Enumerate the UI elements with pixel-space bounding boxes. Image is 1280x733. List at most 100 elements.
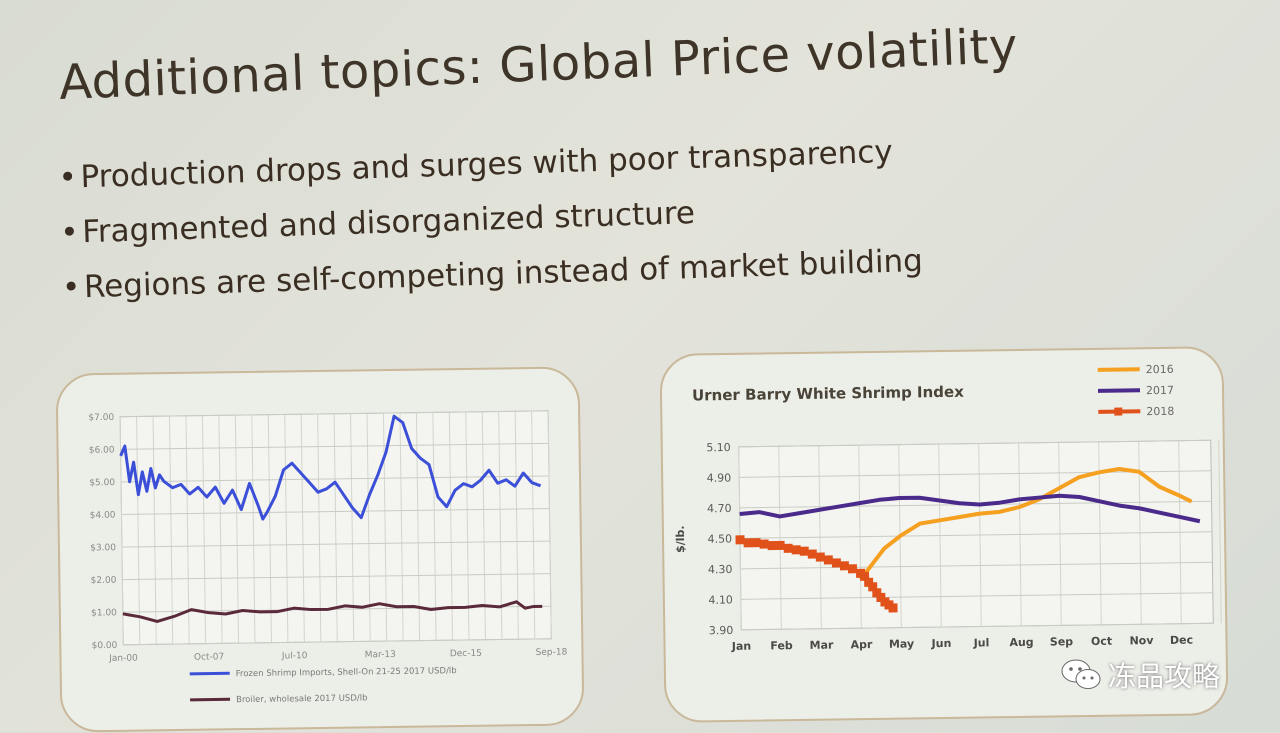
legend-label: Frozen Shrimp Imports, Shell-On 21-25 20… xyxy=(236,666,457,679)
shrimp-vs-broiler-chart-panel: $7.00 $6.00 $5.00 $4.00 $3.00 $2.00 $1.00 $0.00… xyxy=(55,366,585,733)
y-tick-label: 3.90 xyxy=(709,624,734,637)
x-tick-label: Feb xyxy=(770,639,793,652)
gridline-v xyxy=(382,413,388,642)
gridline-v xyxy=(333,413,338,642)
gridline-v xyxy=(399,412,404,641)
series-2018-marker xyxy=(823,555,833,565)
series-2018-marker xyxy=(799,546,809,556)
x-tick-label: May xyxy=(889,637,914,650)
watermark: 冻品攻略 xyxy=(1060,655,1220,695)
y-axis-label: $/lb. xyxy=(674,525,687,553)
x-tick-label: Dec xyxy=(1170,634,1193,647)
shrimp-vs-broiler-chart: $7.00 $6.00 $5.00 $4.00 $3.00 $2.00 $1.00 $0.00… xyxy=(88,410,568,705)
series-2018-marker xyxy=(783,543,793,553)
gridline-h xyxy=(740,592,1213,600)
gridline-v xyxy=(547,410,552,639)
series-2018-marker xyxy=(815,552,825,562)
y-tick-label: $5.00 xyxy=(89,478,115,488)
y-tick-label: 5.10 xyxy=(706,441,731,454)
x-tick-label: Apr xyxy=(851,638,874,651)
gridline-v xyxy=(300,414,305,643)
series-2018-marker xyxy=(847,564,858,574)
gridline-v xyxy=(267,414,272,643)
x-tick-label: Oct-07 xyxy=(194,652,224,662)
series-line-1 xyxy=(122,600,543,623)
x-tick-label: Mar xyxy=(810,639,835,652)
gridline-h xyxy=(741,622,1214,631)
series-2018-marker xyxy=(888,603,898,613)
gridline-h xyxy=(122,573,551,581)
gridline-h xyxy=(121,540,550,548)
series-2018-marker xyxy=(807,549,817,559)
x-tick-label: Jan-00 xyxy=(108,654,138,664)
watermark-text: 冻品攻略 xyxy=(1108,660,1221,693)
x-tick-label: Sep-18 xyxy=(536,648,568,658)
chart-title: Urner Barry White Shrimp Index xyxy=(692,383,964,405)
gridline-v xyxy=(317,414,322,643)
gridline-v xyxy=(185,415,190,644)
y-tick-label: 4.70 xyxy=(707,502,732,515)
legend-swatch xyxy=(189,671,230,676)
y-tick-label: $0.00 xyxy=(91,641,117,651)
urner-barry-chart: Urner Barry White Shrimp Index 5.10 4.90 4.… xyxy=(674,363,1222,653)
series-2018-marker xyxy=(735,535,745,545)
gridline-v xyxy=(1218,440,1222,624)
gridline-v xyxy=(415,412,421,641)
y-tick-label: 4.50 xyxy=(707,532,732,545)
x-tick-label: Jul xyxy=(973,636,990,649)
gridline-v xyxy=(218,415,223,644)
y-tick-label: 4.10 xyxy=(708,593,733,606)
gridline-v xyxy=(152,416,157,645)
gridline-v xyxy=(234,415,240,644)
y-tick-label: $7.00 xyxy=(88,413,114,423)
x-tick-label: Dec-15 xyxy=(450,649,482,659)
legend-label: 2017 xyxy=(1146,384,1174,397)
y-tick-label: $6.00 xyxy=(89,445,115,455)
wechat-icon xyxy=(1061,659,1101,689)
series-line-1 xyxy=(739,493,1201,524)
y-tick-label: 4.90 xyxy=(707,471,732,484)
gridline-v xyxy=(201,415,207,644)
series-2018-marker xyxy=(775,540,785,550)
x-tick-label: Mar-13 xyxy=(365,650,396,660)
series-2018-marker xyxy=(743,538,753,548)
x-tick-label: Sep xyxy=(1050,635,1074,648)
gridline-h xyxy=(123,638,552,646)
legend-swatch xyxy=(1097,388,1141,393)
slide-title: Additional topics: Global Price volatili… xyxy=(58,18,1019,111)
x-tick-label: Aug xyxy=(1009,636,1033,649)
series-2018-marker xyxy=(751,538,761,548)
legend-label: 2016 xyxy=(1146,363,1174,376)
gridline-v xyxy=(284,414,289,643)
legend-marker xyxy=(1114,407,1123,416)
series-line-0 xyxy=(119,414,542,521)
gridline-v xyxy=(531,411,536,640)
urner-barry-chart-panel: Urner Barry White Shrimp Index 5.10 4.90 4.… xyxy=(659,346,1229,723)
gridline-h xyxy=(120,410,549,418)
gridline-v xyxy=(169,416,174,645)
series-2018-marker xyxy=(759,539,769,549)
gridline-v xyxy=(350,413,355,642)
x-tick-label: Oct xyxy=(1091,635,1112,648)
x-tick-label: Jul-10 xyxy=(281,651,308,661)
gridline-v xyxy=(498,411,503,640)
gridline-v xyxy=(465,411,470,640)
y-tick-label: 4.30 xyxy=(708,563,733,576)
legend-swatch xyxy=(1097,367,1140,372)
gridline-h xyxy=(121,475,550,483)
legend-label: 2018 xyxy=(1146,405,1174,418)
gridline-v xyxy=(251,414,256,643)
legend-swatch xyxy=(190,697,231,702)
y-tick-label: $1.00 xyxy=(91,608,117,618)
legend-label: Broiler, wholesale 2017 USD/lb xyxy=(236,693,368,705)
series-2018-marker xyxy=(767,540,777,551)
series-2018-marker xyxy=(791,545,801,555)
gridline-v xyxy=(448,412,454,641)
x-tick-label: Jun xyxy=(931,637,952,650)
bullet-list: •Production drops and surges with poor t… xyxy=(58,133,924,325)
gridline-v xyxy=(481,411,486,640)
gridline-h xyxy=(740,531,1212,539)
series-line-0 xyxy=(859,466,1193,581)
x-tick-label: Jan xyxy=(731,640,752,653)
gridline-h xyxy=(121,508,550,515)
